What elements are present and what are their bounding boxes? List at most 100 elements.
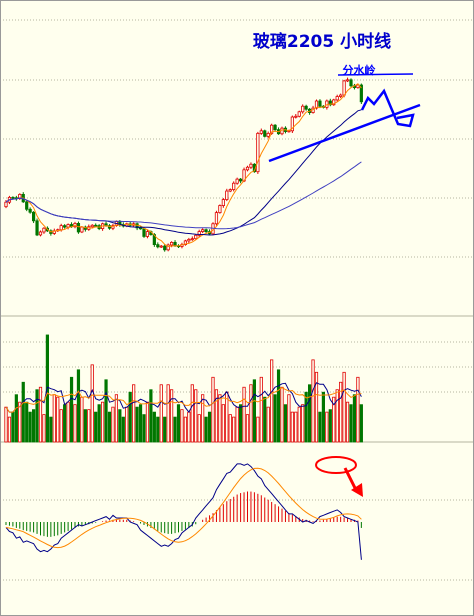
- candle-body: [94, 224, 98, 227]
- volume-bar: [138, 404, 143, 443]
- volume-bar: [169, 389, 174, 443]
- volume-bar: [101, 401, 105, 443]
- volume-bar: [90, 364, 94, 443]
- volume-bar: [263, 396, 267, 443]
- watershed-label: 分水岭: [343, 63, 376, 77]
- volume-bar: [166, 384, 170, 443]
- candle-body: [138, 227, 143, 230]
- candle-body: [228, 189, 232, 192]
- candle-body: [76, 223, 81, 233]
- volume-bar: [283, 404, 288, 443]
- volume-bar: [256, 416, 260, 443]
- volume-bar: [104, 379, 108, 443]
- candle-body: [359, 84, 363, 103]
- volume-bar: [201, 394, 205, 443]
- candle-body: [290, 116, 294, 132]
- volume-bar: [142, 414, 146, 443]
- volume-bar: [321, 391, 326, 443]
- candle-body: [245, 166, 250, 171]
- volume-bar: [356, 376, 360, 443]
- candle-body: [90, 224, 94, 228]
- volume-bar: [4, 406, 8, 443]
- ma-long-line: [5, 161, 362, 230]
- volume-bar: [156, 416, 160, 443]
- volume-bar: [118, 409, 122, 443]
- volume-bar: [18, 401, 22, 443]
- projection-zigzag: [360, 88, 415, 128]
- candle-body: [294, 115, 298, 118]
- candle-body: [32, 211, 36, 222]
- candle-body: [80, 226, 84, 233]
- watershed-line: [337, 73, 414, 76]
- candle-body: [4, 201, 8, 208]
- candle-body: [159, 245, 163, 248]
- candle-body: [173, 241, 177, 247]
- candle-body: [107, 225, 112, 229]
- candle-body: [314, 100, 319, 109]
- volume-bar: [270, 359, 274, 443]
- volume-bar: [328, 409, 332, 443]
- volume-bar: [63, 404, 67, 443]
- volume-bar: [14, 394, 18, 443]
- volume-bar: [28, 411, 32, 443]
- volume-bar: [66, 401, 70, 443]
- candle-body: [232, 182, 236, 190]
- volume-bar: [32, 409, 36, 443]
- candle-body: [111, 225, 115, 229]
- volume-bar: [135, 406, 139, 443]
- candle-body: [273, 124, 277, 131]
- volume-bar: [325, 411, 329, 443]
- volume-bar: [359, 404, 363, 443]
- volume-bar: [190, 384, 194, 443]
- volume-bar: [97, 404, 101, 443]
- candle-body: [328, 100, 332, 106]
- candle-body: [339, 94, 343, 97]
- volume-bar: [259, 376, 263, 443]
- volume-bar: [290, 411, 294, 443]
- candle-body: [256, 132, 260, 173]
- candle-body: [183, 240, 187, 246]
- candle-body: [332, 99, 336, 106]
- candle-body: [263, 130, 267, 137]
- volume-bar: [176, 404, 181, 443]
- volume-bar: [242, 386, 246, 443]
- candle-body: [66, 224, 70, 228]
- volume-bar: [297, 406, 301, 443]
- volume-bar: [339, 381, 343, 443]
- volume-bar: [332, 396, 336, 443]
- volume-bar: [180, 409, 184, 443]
- candle-body: [214, 212, 219, 225]
- volume-bar: [318, 411, 322, 443]
- volume-bar: [245, 414, 250, 443]
- candle-body: [25, 201, 29, 210]
- volume-bar: [80, 396, 84, 443]
- candle-body: [28, 208, 32, 213]
- candle-body: [297, 111, 301, 117]
- highlight-circle: [315, 456, 357, 474]
- volume-bar: [304, 391, 308, 443]
- volume-bar: [25, 401, 29, 443]
- candle-body: [249, 163, 253, 168]
- candle-body: [204, 229, 208, 232]
- volume-bar: [56, 396, 60, 443]
- volume-bar: [173, 416, 177, 443]
- volume-bar: [218, 394, 222, 443]
- volume-bar: [204, 416, 208, 443]
- volume-bar: [345, 401, 350, 443]
- volume-bar: [149, 389, 153, 443]
- chart-title: 玻璃2205 小时线: [253, 31, 391, 52]
- candle-body: [169, 241, 174, 246]
- volume-bar: [73, 404, 77, 443]
- volume-bar: [49, 416, 53, 443]
- candle-body: [259, 130, 263, 134]
- volume-bar: [221, 404, 225, 443]
- candle-body: [221, 199, 225, 206]
- volume-bar: [87, 409, 91, 443]
- volume-bar: [111, 406, 115, 443]
- volume-bar: [214, 389, 219, 443]
- volume-bar: [125, 406, 129, 443]
- volume-bar: [352, 394, 357, 443]
